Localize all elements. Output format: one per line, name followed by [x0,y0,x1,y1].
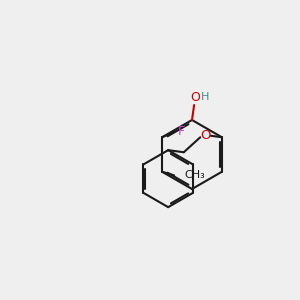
Text: H: H [201,92,209,103]
Text: O: O [190,91,200,104]
Text: F: F [178,125,184,138]
Text: O: O [200,129,210,142]
Text: CH₃: CH₃ [184,170,205,180]
